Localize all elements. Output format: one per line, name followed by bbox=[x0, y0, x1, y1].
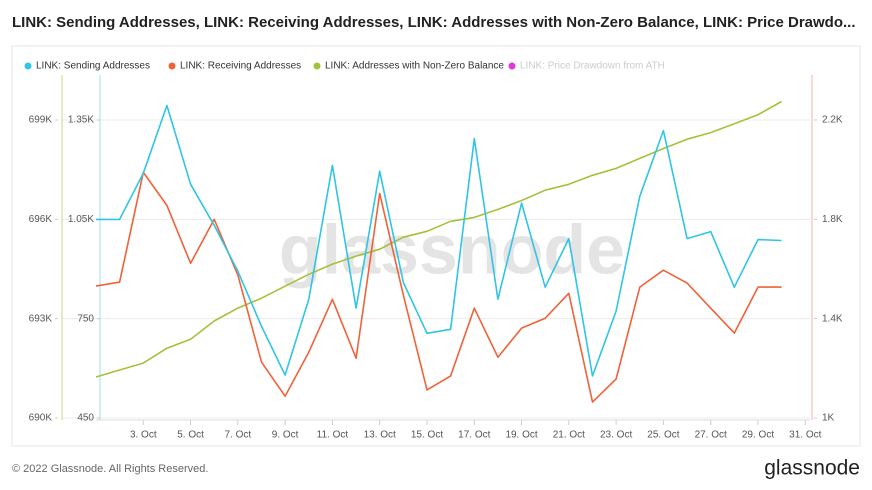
yticks-tick-label: 750 bbox=[77, 313, 94, 324]
x-tick-label: 19. Oct bbox=[505, 430, 537, 441]
watermark: glassnode bbox=[279, 210, 625, 288]
y2ticks-tick-label: 1.8K bbox=[822, 214, 843, 225]
y2ticks-tick-label: 2.2K bbox=[822, 115, 843, 126]
y3ticks-tick-label: 696K bbox=[29, 214, 53, 225]
y3ticks-tick-label: 690K bbox=[29, 413, 53, 424]
x-tick-label: 23. Oct bbox=[600, 430, 632, 441]
legend-marker bbox=[168, 62, 176, 70]
copyright: © 2022 Glassnode. All Rights Reserved. bbox=[12, 463, 208, 475]
x-tick-label: 9. Oct bbox=[272, 430, 299, 441]
x-tick-label: 13. Oct bbox=[364, 430, 396, 441]
x-tick-label: 7. Oct bbox=[225, 430, 252, 441]
legend-label: LINK: Receiving Addresses bbox=[180, 61, 301, 72]
legend-label: LINK: Sending Addresses bbox=[36, 61, 150, 72]
y2ticks-tick-label: 1.4K bbox=[822, 313, 843, 324]
x-tick-label: 3. Oct bbox=[130, 430, 157, 441]
series-line bbox=[96, 104, 782, 377]
x-tick-label: 25. Oct bbox=[647, 430, 679, 441]
y2ticks-tick-label: 1K bbox=[822, 413, 835, 424]
y3ticks-tick-label: 693K bbox=[29, 313, 53, 324]
x-tick-label: 31. Oct bbox=[789, 430, 821, 441]
legend-marker bbox=[313, 62, 321, 70]
yticks-tick-label: 1.05K bbox=[68, 214, 94, 225]
yticks-tick-label: 450 bbox=[77, 413, 94, 424]
x-tick-label: 29. Oct bbox=[742, 430, 774, 441]
x-tick-label: 17. Oct bbox=[458, 430, 490, 441]
x-tick-label: 21. Oct bbox=[553, 430, 585, 441]
chart-title: LINK: Sending Addresses, LINK: Receiving… bbox=[12, 14, 856, 31]
x-tick-label: 5. Oct bbox=[177, 430, 204, 441]
x-tick-label: 11. Oct bbox=[317, 430, 349, 441]
yticks-tick-label: 1.35K bbox=[68, 115, 94, 126]
legend-marker bbox=[508, 62, 516, 70]
logo: glassnode bbox=[764, 457, 860, 480]
legend-label: LINK: Price Drawdown from ATH bbox=[520, 61, 665, 72]
chart-frame bbox=[11, 45, 861, 447]
x-tick-label: 15. Oct bbox=[411, 430, 443, 441]
legend-marker bbox=[24, 62, 32, 70]
series-line bbox=[95, 171, 782, 403]
legend-label: LINK: Addresses with Non-Zero Balance bbox=[325, 61, 504, 72]
y3ticks-tick-label: 699K bbox=[29, 115, 53, 126]
x-tick-label: 27. Oct bbox=[695, 430, 727, 441]
